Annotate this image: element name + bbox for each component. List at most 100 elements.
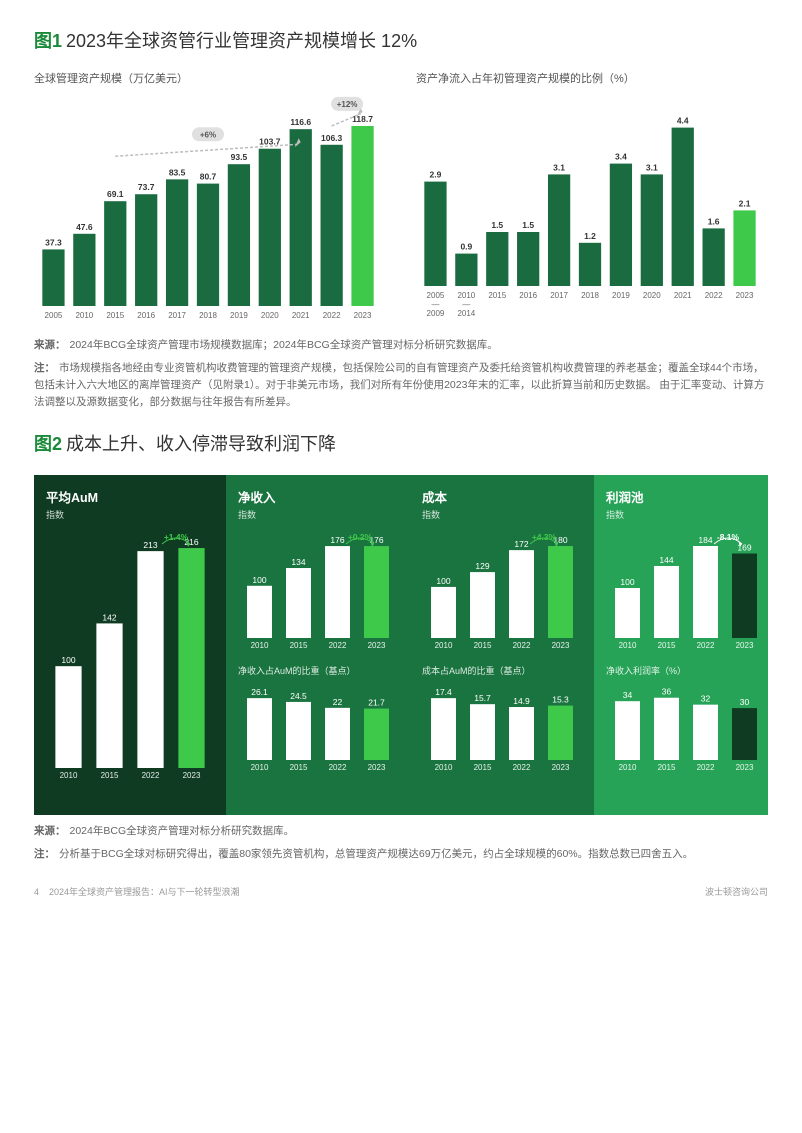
svg-text:2023: 2023 — [183, 771, 201, 780]
svg-text:2010: 2010 — [60, 771, 78, 780]
svg-text:26.1: 26.1 — [251, 687, 268, 697]
figure2-panels: 平均AuM指数1002010142201521320222162023+1.4%… — [34, 475, 768, 815]
svg-text:2021: 2021 — [674, 291, 692, 300]
svg-text:2015: 2015 — [106, 311, 124, 320]
svg-text:4.4: 4.4 — [677, 116, 689, 126]
svg-text:2023: 2023 — [368, 763, 386, 772]
svg-text:2017: 2017 — [168, 311, 186, 320]
svg-text:69.1: 69.1 — [107, 189, 124, 199]
svg-text:37.3: 37.3 — [45, 237, 62, 247]
page-footer: 4 2024年全球资产管理报告：AI与下一轮转型浪潮 波士顿咨询公司 — [34, 884, 768, 899]
panel-3: 利润池指数1002010144201518420221692023-8.1%净收… — [594, 475, 768, 815]
source-text: 2024年BCG全球资产管理对标分析研究数据库。 — [70, 825, 295, 837]
figure1-title: 图12023年全球资管行业管理资产规模增长 12% — [34, 28, 768, 54]
svg-text:2015: 2015 — [101, 771, 119, 780]
svg-text:2.1: 2.1 — [739, 198, 751, 208]
figure1-left-svg: 37.3200547.6201069.1201573.7201683.52017… — [34, 94, 382, 324]
svg-text:176: 176 — [330, 535, 344, 545]
svg-text:2010: 2010 — [251, 763, 269, 772]
panel-sub: 指数 — [46, 509, 214, 522]
svg-text:2022: 2022 — [323, 311, 341, 320]
svg-text:30: 30 — [740, 697, 750, 707]
svg-text:2020: 2020 — [261, 311, 279, 320]
svg-text:3.1: 3.1 — [553, 162, 565, 172]
svg-text:2023: 2023 — [552, 763, 570, 772]
svg-text:2005: 2005 — [427, 291, 445, 300]
svg-text:+12%: +12% — [337, 100, 358, 109]
note-text: 市场规模指各地经由专业资管机构收费管理的管理资产规模，包括保险公司的自有管理资产… — [34, 362, 764, 408]
svg-text:2022: 2022 — [697, 641, 715, 650]
figure1-right-subtitle: 资产净流入占年初管理资产规模的比例（%） — [416, 72, 768, 88]
svg-text:116.6: 116.6 — [290, 117, 311, 127]
svg-text:2023: 2023 — [368, 641, 386, 650]
panel-title: 利润池 — [606, 489, 766, 507]
svg-text:2016: 2016 — [519, 291, 537, 300]
figure2-title-text: 成本上升、收入停滞导致利润下降 — [66, 434, 336, 454]
svg-text:2.9: 2.9 — [430, 170, 442, 180]
figure1-left-chart: 全球管理资产规模（万亿美元） 37.3200547.6201069.120157… — [34, 72, 386, 329]
note-text: 分析基于BCG全球对标研究得出，覆盖80家领先资管机构，总管理资产规模达69万亿… — [59, 848, 693, 860]
svg-text:—: — — [431, 300, 439, 309]
svg-text:2019: 2019 — [230, 311, 248, 320]
svg-text:2023: 2023 — [354, 311, 372, 320]
svg-text:100: 100 — [436, 576, 450, 586]
figure1-source: 来源：2024年BCG全球资产管理市场规模数据库；2024年BCG全球资产管理对… — [34, 337, 768, 354]
panel-title: 净收入 — [238, 489, 398, 507]
svg-text:2014: 2014 — [457, 309, 475, 318]
note-label: 注： — [34, 362, 55, 374]
svg-text:83.5: 83.5 — [169, 167, 186, 177]
figure1-title-text: 2023年全球资管行业管理资产规模增长 12% — [66, 31, 417, 51]
panel-1: 净收入指数1002010134201517620221762023+0.2%净收… — [226, 475, 410, 815]
panel-2: 成本指数1002010129201517220221802023+4.3%成本占… — [410, 475, 594, 815]
svg-text:2015: 2015 — [488, 291, 506, 300]
svg-text:2020: 2020 — [643, 291, 661, 300]
panel-sub: 指数 — [606, 509, 766, 522]
svg-text:2019: 2019 — [612, 291, 630, 300]
svg-text:2010: 2010 — [75, 311, 93, 320]
svg-text:184: 184 — [698, 535, 712, 545]
figure1-right-svg: 2.92005—20090.92010—20141.520151.520163.… — [416, 94, 764, 324]
svg-text:2017: 2017 — [550, 291, 568, 300]
svg-text:2018: 2018 — [581, 291, 599, 300]
svg-text:2023: 2023 — [736, 763, 754, 772]
svg-text:2022: 2022 — [142, 771, 160, 780]
panel-bottom-label: 净收入利润率（%） — [606, 665, 766, 678]
figure1-label: 图1 — [34, 31, 62, 51]
panel-title: 成本 — [422, 489, 582, 507]
svg-text:2022: 2022 — [329, 763, 347, 772]
figure2-source: 来源： 2024年BCG全球资产管理对标分析研究数据库。 — [34, 823, 768, 840]
svg-text:2015: 2015 — [658, 763, 676, 772]
svg-text:100: 100 — [61, 655, 75, 665]
svg-text:2022: 2022 — [513, 763, 531, 772]
svg-text:22: 22 — [333, 697, 343, 707]
svg-text:+6%: +6% — [200, 130, 216, 139]
panel-sub: 指数 — [422, 509, 582, 522]
figure1-left-subtitle: 全球管理资产规模（万亿美元） — [34, 72, 386, 88]
svg-text:2015: 2015 — [474, 641, 492, 650]
svg-text:1.6: 1.6 — [708, 216, 720, 226]
svg-text:2023: 2023 — [736, 291, 754, 300]
svg-text:14.9: 14.9 — [513, 696, 530, 706]
svg-text:2018: 2018 — [199, 311, 217, 320]
figure2-title: 图2成本上升、收入停滞导致利润下降 — [34, 431, 768, 457]
svg-text:2010: 2010 — [435, 763, 453, 772]
figure1-note: 注：市场规模指各地经由专业资管机构收费管理的管理资产规模，包括保险公司的自有管理… — [34, 360, 768, 410]
svg-text:134: 134 — [291, 557, 305, 567]
svg-text:2022: 2022 — [329, 641, 347, 650]
svg-text:2023: 2023 — [552, 641, 570, 650]
svg-text:80.7: 80.7 — [200, 172, 217, 182]
svg-text:73.7: 73.7 — [138, 182, 155, 192]
svg-text:100: 100 — [620, 577, 634, 587]
svg-text:172: 172 — [514, 539, 528, 549]
source-text: 2024年BCG全球资产管理市场规模数据库；2024年BCG全球资产管理对标分析… — [70, 339, 498, 351]
svg-text:2022: 2022 — [705, 291, 723, 300]
source-label: 来源： — [34, 825, 66, 837]
svg-text:2005: 2005 — [45, 311, 63, 320]
panel-sub: 指数 — [238, 509, 398, 522]
svg-text:2010: 2010 — [251, 641, 269, 650]
svg-text:3.1: 3.1 — [646, 162, 658, 172]
svg-text:36: 36 — [662, 687, 672, 697]
footer-right: 波士顿咨询公司 — [705, 886, 768, 899]
svg-text:2022: 2022 — [697, 763, 715, 772]
footer-left: 4 2024年全球资产管理报告：AI与下一轮转型浪潮 — [34, 886, 240, 899]
